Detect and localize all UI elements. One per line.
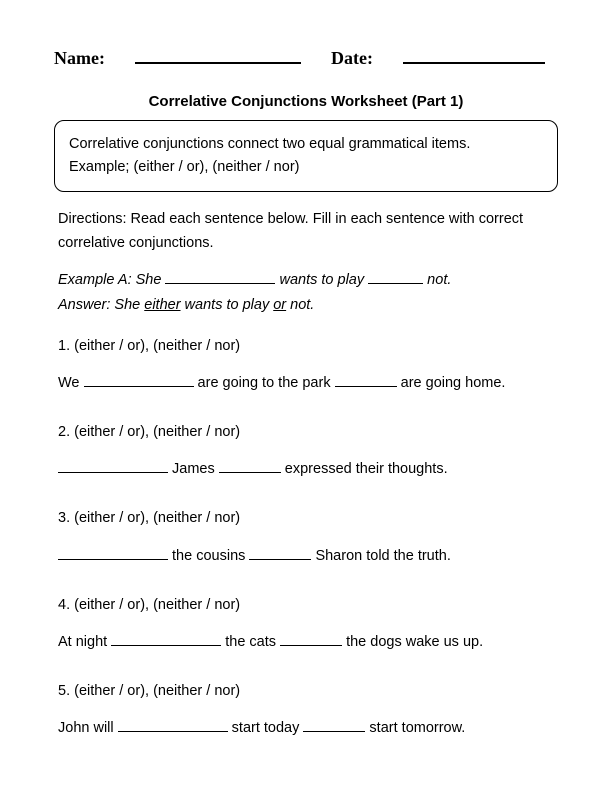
name-blank[interactable]	[135, 62, 301, 64]
fill-blank[interactable]	[249, 546, 311, 560]
sentence-part: are going home.	[397, 375, 506, 391]
question-item-5: 5. (either / or), (neither / nor) John wi…	[58, 679, 554, 743]
fill-blank[interactable]	[84, 373, 194, 387]
header-row: Name: Date:	[54, 48, 558, 69]
example-question: Example A: She wants to play not.	[58, 268, 554, 293]
question-item-1: 1. (either / or), (neither / nor) We are …	[58, 334, 554, 398]
question-options: 2. (either / or), (neither / nor)	[58, 420, 554, 445]
example-q-suffix: not.	[423, 272, 451, 288]
worksheet-page: Name: Date: Correlative Conjunctions Wor…	[0, 0, 612, 805]
example-q-mid: wants to play	[275, 272, 368, 288]
example-a-prefix: Answer: She	[58, 297, 144, 313]
sentence-part: are going to the park	[194, 375, 335, 391]
sentence-part: the cousins	[168, 548, 249, 564]
example-block: Example A: She wants to play not. Answer…	[58, 268, 554, 317]
question-item-2: 2. (either / or), (neither / nor) James …	[58, 420, 554, 484]
question-options: 3. (either / or), (neither / nor)	[58, 506, 554, 531]
example-q-prefix: Example A: She	[58, 272, 165, 288]
fill-blank[interactable]	[58, 459, 168, 473]
fill-blank[interactable]	[303, 719, 365, 733]
date-blank[interactable]	[403, 62, 545, 64]
sentence-part: At night	[58, 634, 111, 650]
sentence-part: We	[58, 375, 84, 391]
worksheet-title: Correlative Conjunctions Worksheet (Part…	[54, 93, 558, 110]
sentence-part: Sharon told the truth.	[311, 548, 450, 564]
sentence-part: the dogs wake us up.	[342, 634, 483, 650]
question-item-4: 4. (either / or), (neither / nor) At nigh…	[58, 593, 554, 657]
question-options: 5. (either / or), (neither / nor)	[58, 679, 554, 704]
question-sentence: We are going to the park are going home.	[58, 369, 554, 398]
example-a-word2: or	[273, 297, 286, 313]
question-sentence: John will start today start tomorrow.	[58, 714, 554, 743]
sentence-part: James	[168, 461, 219, 477]
intro-line-2: Example; (either / or), (neither / nor)	[69, 156, 543, 179]
question-item-3: 3. (either / or), (neither / nor) the co…	[58, 506, 554, 570]
sentence-part: start today	[228, 720, 304, 736]
sentence-part: John will	[58, 720, 118, 736]
directions-text: Directions: Read each sentence below. Fi…	[58, 208, 554, 256]
question-sentence: At night the cats the dogs wake us up.	[58, 628, 554, 657]
fill-blank[interactable]	[335, 373, 397, 387]
example-a-mid: wants to play	[181, 297, 274, 313]
question-options: 1. (either / or), (neither / nor)	[58, 334, 554, 359]
fill-blank[interactable]	[58, 546, 168, 560]
example-blank-2[interactable]	[368, 270, 423, 284]
fill-blank[interactable]	[111, 632, 221, 646]
example-answer: Answer: She either wants to play or not.	[58, 293, 554, 318]
example-a-word1: either	[144, 297, 180, 313]
fill-blank[interactable]	[280, 632, 342, 646]
sentence-part: the cats	[221, 634, 280, 650]
date-label: Date:	[331, 48, 373, 69]
fill-blank[interactable]	[118, 719, 228, 733]
example-a-suffix: not.	[286, 297, 314, 313]
intro-line-1: Correlative conjunctions connect two equ…	[69, 133, 543, 156]
example-blank-1[interactable]	[165, 270, 275, 284]
name-label: Name:	[54, 48, 105, 69]
questions-container: 1. (either / or), (neither / nor) We are …	[58, 334, 554, 744]
fill-blank[interactable]	[219, 459, 281, 473]
intro-box: Correlative conjunctions connect two equ…	[54, 120, 558, 192]
question-sentence: James expressed their thoughts.	[58, 455, 554, 484]
question-sentence: the cousins Sharon told the truth.	[58, 542, 554, 571]
question-options: 4. (either / or), (neither / nor)	[58, 593, 554, 618]
sentence-part: start tomorrow.	[365, 720, 465, 736]
sentence-part: expressed their thoughts.	[281, 461, 448, 477]
